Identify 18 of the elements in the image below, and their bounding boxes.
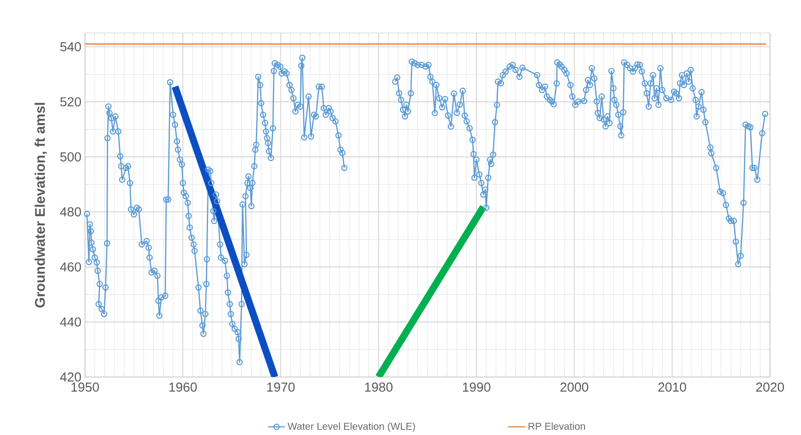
y-tick-label: 480: [60, 207, 81, 216]
x-tick-label: 1990: [462, 382, 490, 392]
x-tick-label: 1960: [169, 382, 197, 392]
x-tick-label: 2020: [756, 382, 784, 392]
y-tick-label: 440: [60, 317, 81, 327]
x-tick-label: 1970: [267, 382, 295, 392]
y-tick-label: 460: [60, 262, 81, 272]
x-tick-label: 2000: [560, 382, 588, 392]
y-tick-label: 540: [60, 42, 81, 52]
y-tick-label: 500: [60, 152, 81, 162]
y-tick-label: 520: [60, 97, 81, 106]
legend-label: RP Elevation: [528, 422, 585, 430]
x-tick-label: 2010: [658, 382, 686, 392]
x-tick-label: 1980: [365, 382, 393, 392]
legend-label: Water Level Elevation (WLE): [288, 422, 415, 432]
x-tick-label: 1950: [72, 382, 99, 392]
y-axis-title: Groundwater Elevation, ft amsl: [34, 102, 47, 308]
y-tick-label: 420: [60, 372, 81, 382]
